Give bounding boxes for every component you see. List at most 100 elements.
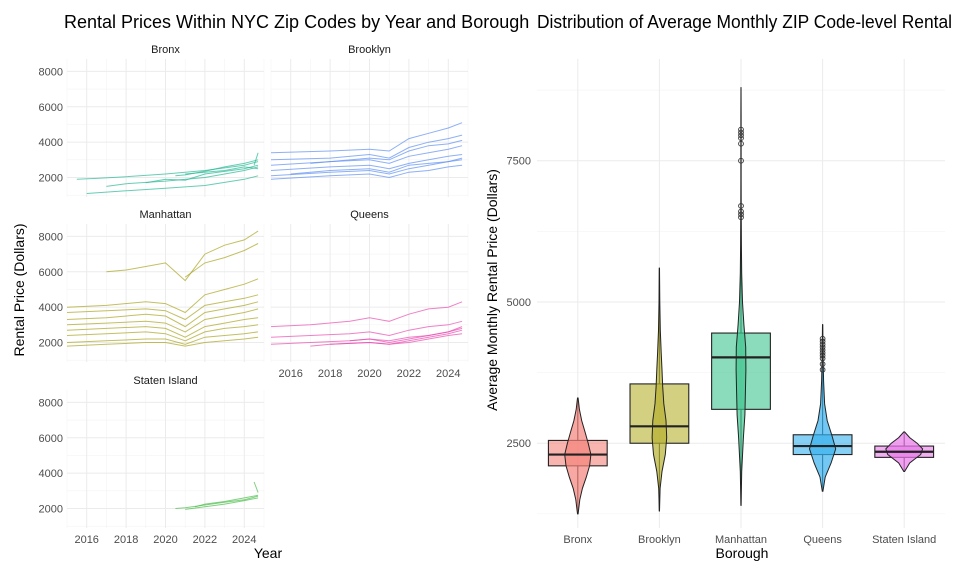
facet-brooklyn: Brooklyn [270, 44, 469, 197]
series-line [66, 336, 259, 347]
series-line [310, 139, 463, 164]
y-tick-label: 2000 [39, 504, 63, 516]
series-line [290, 157, 463, 175]
outlier-point [819, 335, 826, 342]
facet-manhattan: Manhattan 2000 4000 6000 8000 [39, 209, 265, 362]
x-tick-label: 2018 [318, 368, 342, 380]
series-line [349, 326, 463, 344]
y-tick-label: 6000 [39, 102, 63, 114]
series-line [86, 175, 259, 194]
y-tick-label: 8000 [39, 66, 63, 78]
x-tick-label: Brooklyn [638, 534, 681, 546]
left-y-axis-label: Rental Price (Dollars) [11, 223, 27, 356]
violin [564, 397, 592, 515]
series-line [270, 320, 463, 338]
series-line [175, 495, 259, 509]
group-manhattan [711, 87, 771, 506]
series-line [270, 164, 463, 180]
y-tick-label: 4000 [39, 137, 63, 149]
group-staten-island [874, 431, 935, 472]
outlier-point [819, 347, 826, 353]
y-tick-label: 6000 [39, 433, 63, 445]
x-tick-label: Queens [803, 534, 842, 546]
outlier-point [738, 208, 744, 215]
outlier-point [819, 344, 826, 351]
x-tick-label: 2016 [278, 368, 302, 380]
right-x-axis-label: Borough [716, 545, 769, 561]
facet-queens: Queens 2016 2018 2020 2022 2024 [270, 209, 469, 380]
outlier-point [819, 341, 826, 348]
right-y-axis-label: Average Monthly Rental Price (Dollars) [484, 169, 500, 411]
series-line [76, 161, 259, 180]
series-line [270, 145, 463, 166]
x-tick-label: 2024 [232, 534, 256, 546]
series-line [270, 154, 463, 171]
outlier-point [738, 135, 744, 141]
outlier-point [819, 366, 826, 373]
violin [735, 87, 747, 506]
y-tick-label: 8000 [39, 231, 63, 243]
series-line [253, 152, 259, 166]
outlier-point [819, 352, 826, 359]
violin-box-chart: 2500 5000 7500 Bronx Brooklyn Manhattan Queens… [507, 59, 945, 546]
outlier-point [819, 355, 826, 362]
facet-bronx: Bronx 2000 4000 6000 8000 [39, 44, 265, 197]
series-line [175, 159, 259, 177]
series-line [270, 134, 463, 161]
series-line [270, 122, 463, 154]
outlier-point [738, 214, 744, 221]
x-tick-label: 2024 [436, 368, 460, 380]
y-tick-label: 2500 [507, 438, 531, 450]
facet-staten-island: Staten Island 2000 4000 6000 8000 2016 2018 202… [39, 375, 265, 546]
y-tick-label: 8000 [39, 397, 63, 409]
series-line [253, 481, 259, 493]
facet-strip-label: Manhattan [140, 209, 192, 221]
series-line [66, 324, 259, 342]
series-line [106, 166, 259, 187]
outlier-point [819, 349, 826, 356]
series-line [66, 301, 259, 328]
series-line [66, 317, 259, 338]
x-tick-label: Manhattan [715, 534, 767, 546]
x-tick-label: 2020 [153, 534, 177, 546]
series-line [270, 301, 463, 328]
series-line [66, 278, 259, 314]
outlier-point [738, 132, 744, 139]
series-line [145, 164, 259, 184]
series-line [66, 308, 259, 333]
y-tick-label: 4000 [39, 468, 63, 480]
series-line [185, 497, 259, 510]
x-tick-label: 2022 [397, 368, 421, 380]
group-bronx [547, 397, 608, 515]
facet-strip-label: Staten Island [133, 375, 197, 387]
outlier-point [738, 211, 744, 218]
series-line [330, 333, 463, 345]
x-tick-label: 2022 [193, 534, 217, 546]
group-queens [792, 324, 853, 492]
y-tick-label: 2000 [39, 173, 63, 185]
facet-strip-label: Queens [350, 209, 389, 221]
faceted-line-chart: Bronx 2000 4000 6000 8000 Brooklyn Manhattan 20… [39, 44, 469, 546]
group-brooklyn [629, 267, 690, 512]
right-chart-title: Distribution of Average Monthly ZIP Code… [537, 12, 952, 32]
series-line [185, 166, 259, 175]
series-line [66, 331, 259, 345]
outlier-point [819, 361, 826, 367]
y-tick-label: 6000 [39, 267, 63, 279]
violin [808, 324, 837, 492]
outlier-point [738, 157, 744, 164]
x-tick-label: 2018 [114, 534, 138, 546]
x-tick-label: Bronx [563, 534, 592, 546]
series-line [106, 230, 259, 282]
outlier-point [819, 338, 826, 345]
y-tick-label: 4000 [39, 302, 63, 314]
left-chart-title: Rental Prices Within NYC Zip Codes by Ye… [64, 12, 529, 32]
series-line [66, 294, 259, 321]
x-tick-label: 2016 [74, 534, 98, 546]
violin [651, 267, 668, 512]
outlier-point [738, 129, 744, 136]
series-line [194, 494, 259, 508]
outlier-point [738, 140, 744, 147]
outlier-point [738, 203, 744, 209]
